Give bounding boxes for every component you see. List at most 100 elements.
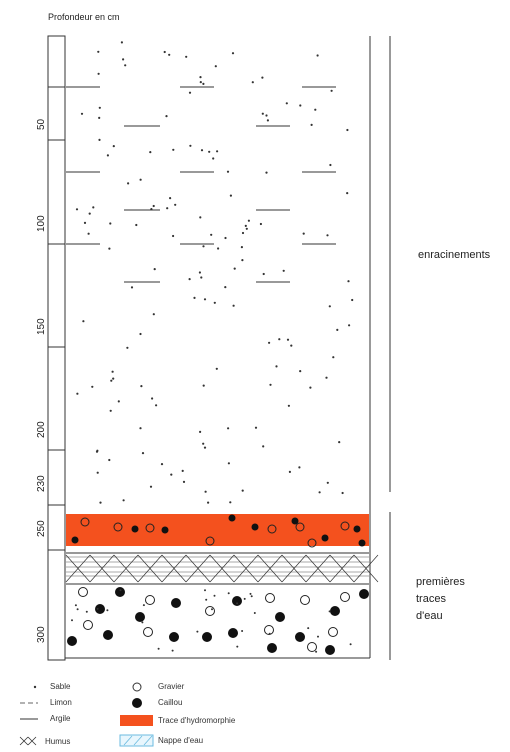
sand-dot: [247, 219, 250, 222]
sand-dot: [328, 610, 331, 613]
sand-dot: [349, 643, 352, 646]
sand-dots: [75, 41, 354, 504]
sand-dot: [202, 384, 205, 387]
depth-label: 200: [36, 421, 47, 438]
sand-dot: [241, 231, 245, 235]
sand-dot: [329, 163, 332, 167]
sand-dot: [119, 589, 122, 592]
sand-dot: [95, 450, 99, 453]
sand-dot: [266, 119, 269, 122]
sand-dot: [151, 397, 154, 400]
silt-dashes: [66, 86, 336, 283]
sand-dot: [302, 232, 305, 235]
sand-dot: [285, 102, 288, 105]
pebble-stone: [115, 587, 125, 597]
sand-dot: [152, 204, 155, 208]
gravel-stone: [307, 538, 317, 548]
sand-dot: [122, 499, 125, 502]
gravel-stone: [328, 627, 338, 637]
gravel-stone: [145, 595, 155, 605]
sand-dot: [216, 150, 219, 153]
sand-dot: [174, 203, 177, 206]
sand-dot: [109, 222, 112, 225]
depth-label: 250: [36, 520, 47, 537]
sand-dot: [232, 304, 235, 307]
pebble-stone: [353, 525, 361, 533]
sand-dot: [278, 338, 281, 341]
sand-dot: [275, 365, 278, 368]
sand-dot: [172, 234, 175, 238]
sand-dot: [112, 145, 115, 148]
pebble-stone: [135, 612, 145, 622]
gravel-stone: [340, 592, 350, 602]
water-annotation-line3: d'eau: [416, 610, 443, 622]
legend-humus-symbol: [19, 736, 37, 746]
legend-gravel-label: Gravier: [158, 682, 185, 691]
sand-dot: [160, 463, 164, 466]
sand-dot: [299, 370, 302, 373]
pebble-stone: [228, 514, 236, 522]
sand-dot: [213, 301, 216, 304]
sand-dot: [314, 108, 317, 111]
sand-dot: [82, 320, 85, 323]
depth-scale-bar: [47, 35, 66, 661]
sand-dot: [212, 157, 215, 160]
sand-dot: [199, 430, 202, 433]
sand-dot: [99, 501, 102, 504]
sand-dot: [325, 376, 328, 379]
sand-dot: [97, 50, 100, 53]
pebble-stone: [267, 643, 277, 653]
sand-dot: [199, 76, 202, 79]
pebble-stone: [358, 539, 366, 547]
sand-dot: [307, 627, 310, 630]
sand-dot: [182, 480, 186, 483]
sand-dot: [261, 76, 264, 79]
sand-dot: [135, 223, 138, 227]
gravel-stone: [300, 595, 310, 605]
sand-dot: [262, 445, 265, 448]
sand-dot: [318, 491, 321, 494]
sand-dot: [80, 112, 84, 115]
sand-dot: [124, 64, 127, 67]
sand-dot: [199, 216, 202, 219]
pebble-stone: [251, 523, 259, 531]
sand-dot: [127, 182, 130, 185]
sand-dot: [316, 54, 319, 57]
sand-dot: [208, 150, 211, 153]
sand-dot: [315, 650, 318, 653]
sand-dot: [241, 259, 244, 262]
sand-dot: [346, 192, 349, 195]
sand-dot: [188, 91, 192, 94]
sand-dot: [204, 490, 207, 493]
sand-dot: [130, 286, 134, 289]
sand-dot: [120, 41, 123, 44]
pebble-stone: [228, 628, 238, 638]
depth-label: 100: [36, 215, 47, 232]
sand-dot: [338, 441, 341, 444]
gravel-stone: [205, 606, 215, 616]
pebble-stone: [330, 606, 340, 616]
sand-dot: [298, 466, 301, 469]
sand-dot: [259, 222, 262, 226]
sand-dot: [112, 377, 115, 380]
sand-dot: [74, 604, 77, 607]
sand-dot: [83, 221, 87, 224]
sand-dot: [233, 267, 236, 270]
sand-dot: [193, 296, 196, 299]
pebble-stone: [202, 632, 212, 642]
pebble-stone: [291, 517, 299, 525]
sand-dot: [149, 151, 152, 154]
sand-dot: [249, 592, 252, 595]
sand-dot: [336, 328, 339, 331]
pebble-stone: [161, 526, 169, 534]
gravel-stone: [80, 517, 90, 527]
sand-dot: [211, 608, 213, 611]
legend-pebble-label: Caillou: [158, 698, 183, 707]
depth-label: 50: [36, 118, 47, 130]
sand-dot: [87, 232, 90, 235]
pebble-stone: [71, 536, 79, 544]
sand-dot: [229, 194, 232, 197]
legend-clay-label: Argile: [50, 714, 71, 723]
sand-dot: [348, 324, 351, 327]
